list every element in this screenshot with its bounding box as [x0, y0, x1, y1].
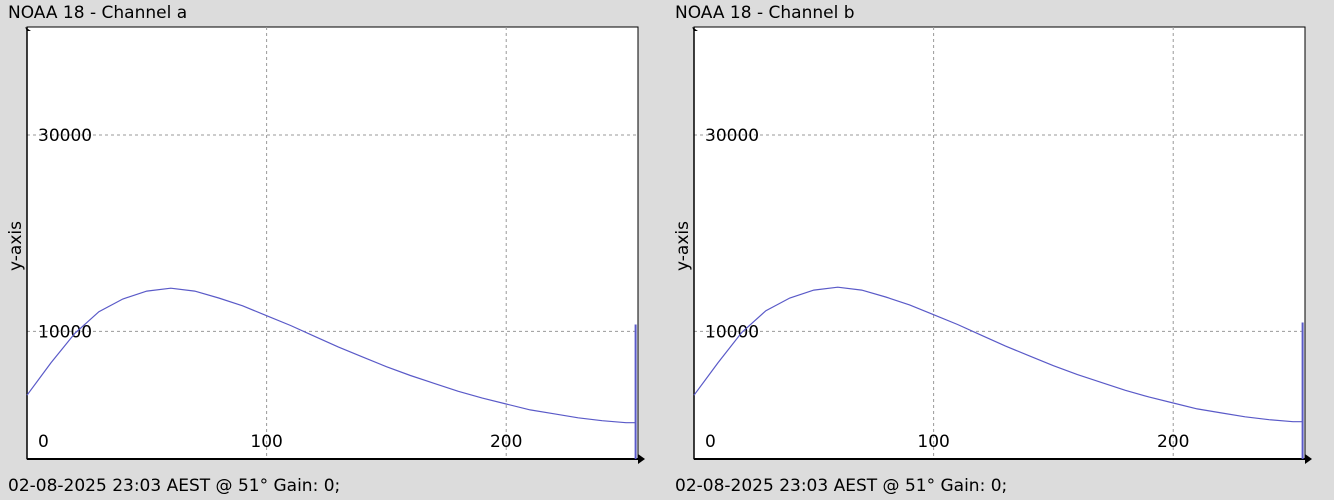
chart-panel-b: NOAA 18 - Channel b y-axis 10000 30000 0 10… [667, 0, 1334, 500]
y-tick-label: 30000 [705, 126, 759, 146]
y-axis-arrow [25, 27, 31, 31]
x-axis-arrow [1305, 454, 1312, 464]
plot-svg: 10000 30000 0 100 200 [25, 26, 645, 464]
y-tick-label: 10000 [705, 322, 759, 342]
plot-area [693, 26, 1306, 460]
x-tick-label: 100 [917, 432, 949, 452]
x-tick-label: 200 [1157, 432, 1189, 452]
x-axis-arrow [638, 454, 645, 464]
plot-area [26, 26, 639, 460]
plot-svg: 10000 30000 0 100 200 [692, 26, 1312, 464]
x-tick-label: 100 [250, 432, 282, 452]
chart-footer: 02-08-2025 23:03 AEST @ 51° Gain: 0; [675, 476, 1008, 496]
series-line [26, 287, 636, 424]
chart-panel-a: NOAA 18 - Channel a y-axis 10000 30000 0 10… [6, 3, 645, 496]
x-tick-label: 200 [490, 432, 522, 452]
y-axis-arrow [692, 27, 698, 31]
y-tick-label: 30000 [38, 126, 92, 146]
chart-title: NOAA 18 - Channel b [675, 3, 855, 23]
x-tick-label: 0 [705, 432, 716, 452]
x-tick-label: 0 [38, 432, 49, 452]
chart-footer: 02-08-2025 23:03 AEST @ 51° Gain: 0; [8, 476, 341, 496]
series-line [693, 286, 1303, 423]
chart-title: NOAA 18 - Channel a [8, 3, 188, 23]
y-tick-label: 10000 [38, 322, 92, 342]
